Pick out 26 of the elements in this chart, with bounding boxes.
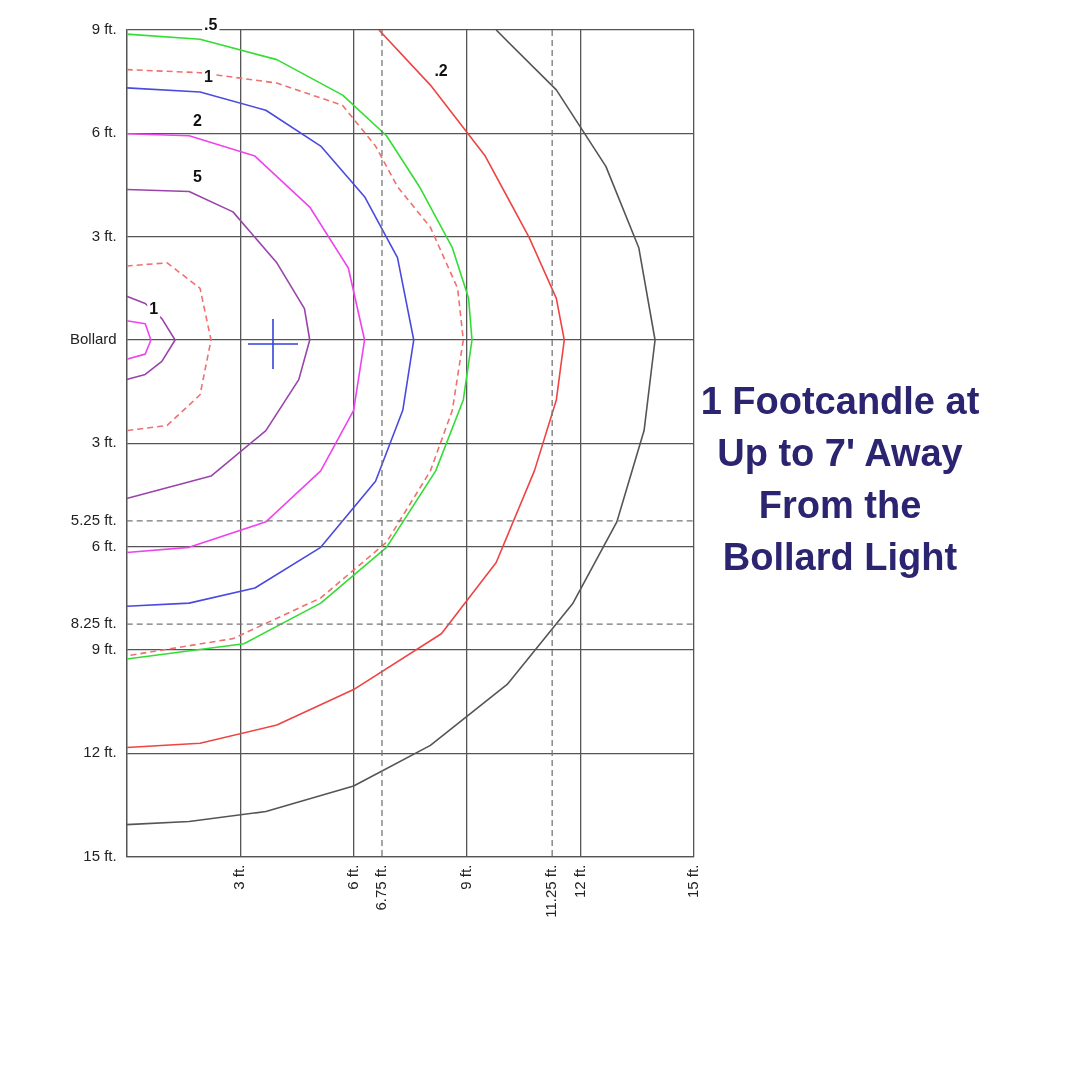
series-label: 1 bbox=[204, 68, 214, 86]
series-label: 2 bbox=[193, 112, 203, 130]
ref-line-label: 5.25 ft. bbox=[70, 510, 117, 528]
series-label: 1 bbox=[149, 300, 159, 318]
y-tick-label: 9 ft. bbox=[91, 20, 117, 38]
y-tick-label: Bollard bbox=[69, 330, 117, 348]
series-label: .5 bbox=[204, 15, 218, 33]
line-series bbox=[126, 262, 212, 432]
y-tick-label: 15 ft. bbox=[83, 846, 117, 864]
y-tick-label: 3 ft. bbox=[91, 433, 117, 451]
text: 1 Footcandle at Up to 7' Away From the Bollard Light bbox=[699, 379, 981, 580]
x-tick-label: 15 ft. bbox=[684, 864, 702, 898]
series-label: .2 bbox=[434, 61, 448, 79]
x-tick-label: 3 ft. bbox=[230, 864, 248, 890]
y-tick-label: 9 ft. bbox=[91, 640, 117, 658]
x-tick-label: 9 ft. bbox=[457, 864, 475, 890]
x-tick-label: 6 ft. bbox=[343, 864, 361, 890]
x-tick-label: 12 ft. bbox=[570, 864, 588, 898]
y-tick-label: 6 ft. bbox=[91, 536, 117, 554]
y-tick-label: 12 ft. bbox=[83, 743, 117, 761]
ref-line-label: 11.25 ft. bbox=[542, 864, 560, 918]
y-tick-label: 3 ft. bbox=[91, 226, 117, 244]
ref-line-label: 6.75 ft. bbox=[372, 864, 390, 911]
ref-line-label: 8.25 ft. bbox=[70, 614, 117, 632]
y-tick-label: 6 ft. bbox=[91, 123, 117, 141]
series-label: 5 bbox=[193, 167, 203, 185]
